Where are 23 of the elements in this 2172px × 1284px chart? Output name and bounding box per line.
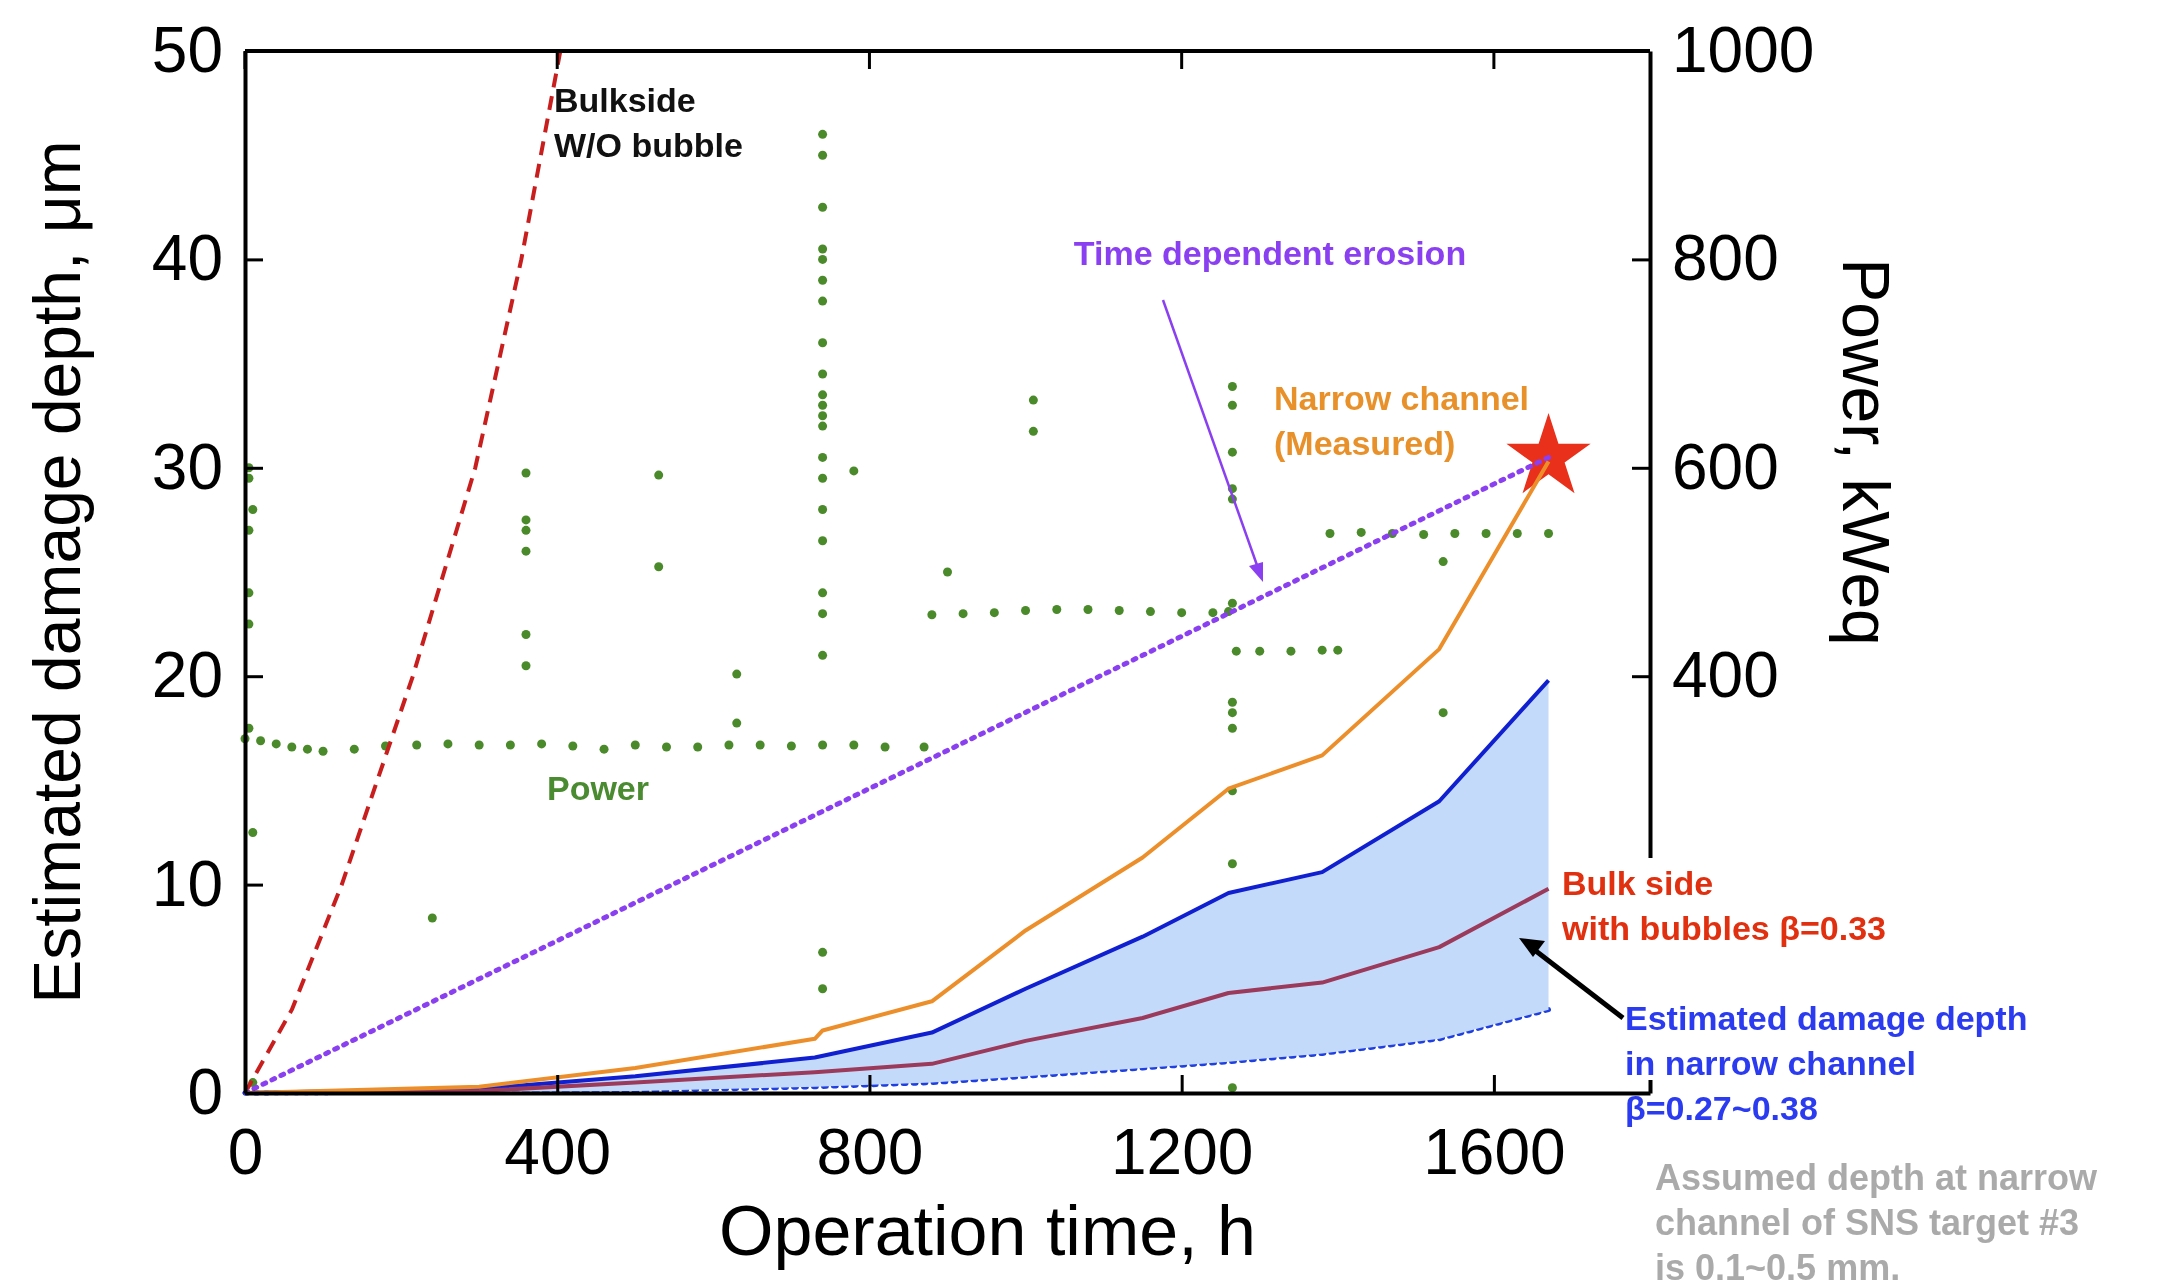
y2-tick-label: 600 <box>1672 430 1779 503</box>
series-label: Bulkside W/O bubble <box>554 81 743 164</box>
y2-axis-title: Power, kWeq <box>1829 258 1903 646</box>
series-label: Bulk side with bubbles β=0.33 <box>1561 864 1886 947</box>
y-tick-label: 20 <box>151 639 223 712</box>
y2-tick-label: 400 <box>1672 639 1779 712</box>
y2-tick-label: 800 <box>1672 222 1779 295</box>
text: Time dependent erosion <box>1073 234 1467 272</box>
text: Estimated damage depth in narrow channel β=0.27~0.38 <box>1625 999 2028 1127</box>
y-tick-label: 30 <box>151 430 223 503</box>
y-tick-label: 0 <box>187 1055 223 1128</box>
y-tick-label: 10 <box>151 847 223 920</box>
y2-tick-label: 1000 <box>1672 13 1815 86</box>
x-tick-label: 1200 <box>1110 1116 1254 1189</box>
y-axis-title: Estimated damage depth, μm <box>20 140 94 1004</box>
series-label: Narrow channel (Measured) <box>1274 379 1530 462</box>
x-tick-label: 1600 <box>1423 1116 1566 1189</box>
text: Assumed depth at narrow channel of SNS target #3 is 0.1~0.5 mm. <box>1655 1157 2099 1284</box>
y-tick-label: 40 <box>151 222 223 295</box>
x-axis-title: Operation time, h <box>719 1192 1256 1270</box>
x-tick-label: 800 <box>816 1116 924 1189</box>
x-tick-label: 400 <box>504 1116 612 1189</box>
y-tick-label: 50 <box>151 13 223 86</box>
